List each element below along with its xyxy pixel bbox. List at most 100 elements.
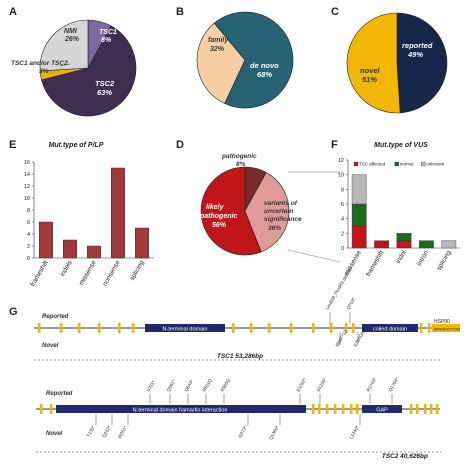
chart-f-ytick: 8 (341, 187, 344, 193)
gene-tsc1: Reported N-terminal domain coiled domain… (34, 265, 460, 361)
tsc2-exon (416, 404, 419, 414)
panel-letter-f: F (331, 139, 338, 151)
tsc2-exon (410, 404, 413, 414)
tsc1-reported-label: Reported (42, 314, 69, 320)
pie-c-label-novel-pct: 51% (362, 75, 377, 84)
tsc2-mut-novel: L1440* (348, 425, 360, 440)
pie-a-label-nmi: NMI (64, 28, 78, 35)
tsc1-domain-hsp90-label: HSP90 (434, 319, 450, 325)
chart-f-ytick: 10 (338, 173, 344, 179)
tsc1-exon (268, 323, 271, 333)
tsc2-mut-novel: Q242* (101, 425, 112, 439)
chart-f-legend-label: normal (400, 162, 414, 167)
chart-e-bar (39, 221, 53, 259)
tsc1-domain-coiled-label: coiled domain (373, 327, 407, 333)
tsc2-exon (50, 404, 53, 414)
chart-f-ytick: 12 (338, 158, 344, 164)
pie-c-label-novel: novel (360, 66, 381, 75)
chart-e-xtick: splicing (129, 259, 146, 282)
gene-tsc2: Reported N-terminal domain hamartin inte… (36, 377, 444, 460)
tsc1-domain-hsp90-sub: INTERACTION (434, 328, 460, 332)
tsc2-mut-reported: R611Q (202, 378, 214, 393)
chart-f-ytick: 4 (341, 217, 344, 223)
chart-e-ytick: 2 (27, 244, 30, 250)
tsc1-exon (98, 323, 101, 333)
chart-f-ytick: 0 (341, 246, 344, 252)
chart-e-ytick: 10 (24, 196, 30, 202)
chart-e-ytick: 14 (24, 172, 30, 178)
tsc2-exon (326, 404, 329, 414)
tsc2-exon (312, 404, 315, 414)
chart-f-ytick: 6 (341, 202, 344, 208)
tsc2-exon (424, 404, 427, 414)
pie-d-slice-1 (244, 172, 290, 253)
chart-f-xtick: frameshift (365, 249, 385, 277)
chart-f-bar-segment (396, 240, 412, 249)
tsc1-exon (38, 323, 41, 333)
tsc2-novel-label: Novel (46, 431, 63, 437)
tsc2-exon (342, 404, 345, 414)
tsc2-mut-reported: R905Q (220, 377, 232, 392)
pie-a-label-tsc1-pct: 8% (101, 37, 112, 44)
tsc1-exon (78, 323, 81, 333)
pie-b-label-family-pct: 32% (210, 46, 225, 53)
panel-letter-d: D (176, 139, 184, 151)
chart-e-ytick: 8 (27, 208, 30, 214)
tsc2-mut-novel: Y130* (85, 425, 96, 438)
pie-chart-b (196, 11, 294, 109)
tsc1-domain-nterm-label: N-terminal domain (163, 327, 208, 333)
chart-f-bar-segment (396, 233, 412, 241)
chart-f-bar-segment (374, 240, 389, 249)
tsc2-mut-reported: R1743* (366, 377, 378, 393)
chart-e-ytick: 4 (27, 232, 30, 238)
panel-letter-b: B (176, 6, 184, 18)
tsc1-mut-novel-1: I886F*12 (335, 329, 349, 348)
pie-d-label-lp1: likely (206, 204, 225, 211)
pie-d-slice-2 (200, 166, 262, 256)
pie-a-label-both-pct: 3% (39, 68, 49, 75)
tsc1-mut-novel-2: E764Gfs*9 (353, 326, 368, 348)
tsc2-domain-gap-label: GAP (376, 408, 388, 414)
pie-a-slice-1 (41, 25, 137, 117)
tsc1-exon (345, 323, 348, 333)
pie-c-slice-1 (346, 12, 401, 114)
tsc1-exon (132, 323, 135, 333)
chart-e: 0 2 4 6 8 10 12 14 16 frameshift indels missense non… (24, 160, 154, 288)
tsc2-domain-nterm (56, 405, 306, 413)
panel-letter-e: E (9, 139, 17, 151)
pie-d-label-vus-pct: 36% (268, 225, 281, 232)
tsc1-exon (428, 323, 431, 333)
tsc2-mut-reported: S311* (146, 379, 156, 392)
chart-f-legend-swatch (421, 161, 426, 167)
chart-f-legend-label: TSC affected (359, 162, 386, 167)
tsc2-exon (318, 404, 321, 414)
tsc2-exon (40, 404, 43, 414)
pie-d-label-lp-pct: 56% (212, 222, 227, 229)
tsc2-reported-label: Reported (46, 391, 73, 397)
chart-f-bar-segment (351, 225, 367, 249)
chart-f-bar-segment (419, 240, 434, 249)
tsc2-exon (356, 404, 359, 414)
pie-chart-c (346, 12, 448, 114)
tsc1-novel-label: Novel (42, 343, 59, 349)
pie-b-label-denovo: de novo (250, 61, 279, 70)
tsc1-exon (118, 323, 121, 333)
pie-b-slice-0 (196, 22, 246, 104)
chart-e-ytick: 0 (27, 256, 30, 262)
chart-f-bar-segment (351, 174, 367, 205)
chart-e-ytick: 12 (24, 184, 30, 190)
pie-c-label-reported: reported (402, 41, 433, 50)
chart-e-bar (111, 167, 125, 259)
tsc2-domain-nterm-label: N-terminal domain hamartin interaction (133, 408, 228, 414)
tsc2-mut-novel: W201* (117, 425, 128, 439)
chart-e-xtick: missense (78, 259, 98, 287)
pie-d-label-path: pathogenic (221, 153, 257, 160)
tsc2-mut-novel: Q1380* (268, 425, 280, 441)
tsc2-exon (436, 404, 439, 414)
chart-e-bar (87, 245, 101, 259)
tsc2-mut-novel: I1073* (237, 425, 248, 439)
chart-f-xtick: intron (416, 249, 430, 267)
pie-a-label-nmi-pct: 26% (64, 36, 80, 43)
pie-chart-a (39, 19, 137, 117)
